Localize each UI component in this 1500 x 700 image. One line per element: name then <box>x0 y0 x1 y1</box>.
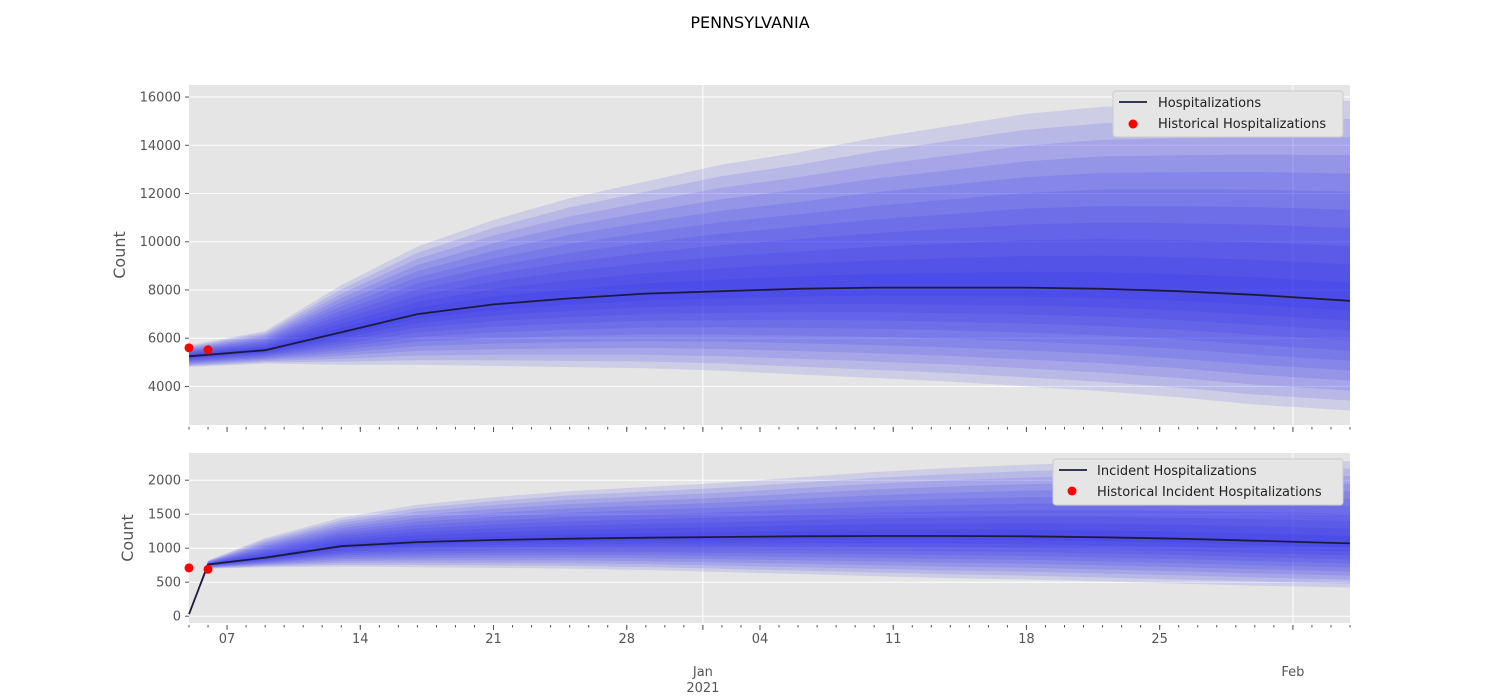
x-axis-ticks <box>188 625 1351 630</box>
x-axis-ticks <box>188 427 1351 432</box>
legend-label-line: Incident Hospitalizations <box>1097 464 1257 479</box>
median-line <box>188 286 1351 358</box>
incident-hospitalizations-panel: 0 500 1000 1500 2000 Count Incident Hospital… <box>118 453 1351 630</box>
prediction-band <box>189 118 1350 401</box>
prediction-band <box>189 489 1350 615</box>
historical-points <box>184 343 213 355</box>
x-tick-label: 14 <box>352 632 369 647</box>
prediction-band <box>189 255 1350 359</box>
x-tick-year-label: 2021 <box>686 681 719 696</box>
x-tick-label: 18 <box>1018 632 1035 647</box>
y-tick-label: 500 <box>156 576 181 591</box>
plot-area-background <box>189 85 1350 425</box>
y-axis-ticks: 0 500 1000 1500 2000 <box>148 474 189 625</box>
prediction-band <box>189 239 1350 360</box>
y-tick-label: 6000 <box>148 332 181 347</box>
hospitalizations-panel: 4000 6000 8000 10000 12000 14000 16000 Count H… <box>110 85 1351 432</box>
prediction-band <box>189 100 1350 411</box>
x-tick-label: 04 <box>752 632 769 647</box>
y-axis-ticks: 4000 6000 8000 10000 12000 14000 16000 <box>140 91 189 395</box>
y-tick-label: 14000 <box>140 139 181 154</box>
prediction-band <box>189 271 1350 358</box>
y-tick-label: 1500 <box>148 508 181 523</box>
y-tick-label: 2000 <box>148 474 181 489</box>
legend-point-swatch <box>1067 486 1077 496</box>
prediction-band <box>189 189 1350 363</box>
y-tick-label: 8000 <box>148 283 181 298</box>
prediction-band <box>189 523 1350 615</box>
y-tick-label: 1000 <box>148 542 181 557</box>
prediction-band <box>189 475 1350 615</box>
y-tick-label: 16000 <box>140 91 181 106</box>
legend-label-points: Historical Hospitalizations <box>1158 117 1326 132</box>
y-tick-label: 4000 <box>148 380 181 395</box>
legend-box <box>1052 458 1344 506</box>
y-axis-label: Count <box>110 231 129 279</box>
historical-point <box>203 345 213 355</box>
historical-point <box>184 563 194 573</box>
historical-point <box>184 343 194 353</box>
legend-box <box>1112 90 1344 138</box>
y-tick-label: 12000 <box>140 187 181 202</box>
historical-points <box>184 563 213 574</box>
median-line <box>188 535 1351 615</box>
y-tick-label: 0 <box>173 610 181 625</box>
prediction-band <box>189 482 1350 615</box>
legend: Hospitalizations Historical Hospitalizat… <box>1112 90 1344 138</box>
prediction-band <box>189 206 1350 362</box>
x-tick-label: 21 <box>485 632 502 647</box>
median-line-group <box>188 286 1351 358</box>
median-line-group <box>188 535 1351 615</box>
x-tick-label: 07 <box>219 632 236 647</box>
prediction-bands <box>189 100 1350 411</box>
prediction-band <box>189 496 1350 615</box>
y-axis-label: Count <box>118 514 137 562</box>
legend: Incident Hospitalizations Historical Inc… <box>1052 458 1344 506</box>
x-tick-label: Jan <box>692 665 713 680</box>
legend-label-points: Historical Incident Hospitalizations <box>1097 485 1322 500</box>
legend-point-swatch <box>1128 119 1138 129</box>
x-tick-label: 25 <box>1151 632 1168 647</box>
legend-label-line: Hospitalizations <box>1158 96 1261 111</box>
y-tick-label: 10000 <box>140 235 181 250</box>
prediction-band <box>189 529 1350 615</box>
prediction-band <box>189 222 1350 361</box>
x-tick-label: Feb <box>1281 665 1304 680</box>
prediction-band <box>189 503 1350 615</box>
prediction-band <box>189 154 1350 381</box>
historical-point <box>203 564 213 574</box>
prediction-band <box>189 137 1350 391</box>
figure-title: PENNSYLVANIA <box>690 13 809 32</box>
x-tick-label: 11 <box>885 632 902 647</box>
x-tick-label: 28 <box>618 632 635 647</box>
prediction-band <box>189 172 1350 371</box>
